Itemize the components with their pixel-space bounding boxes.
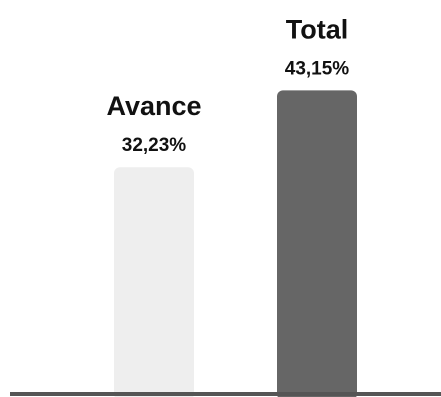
labels-group: 32,23% Avance 43,15% Total [106, 14, 349, 156]
value-label-avance: 32,23% [122, 135, 187, 156]
category-label-avance: Avance [106, 91, 201, 121]
category-label-total: Total [286, 14, 349, 44]
bar-avance [114, 167, 194, 397]
bars-group [114, 90, 357, 397]
bar-total [277, 90, 357, 397]
value-label-total: 43,15% [285, 58, 350, 79]
